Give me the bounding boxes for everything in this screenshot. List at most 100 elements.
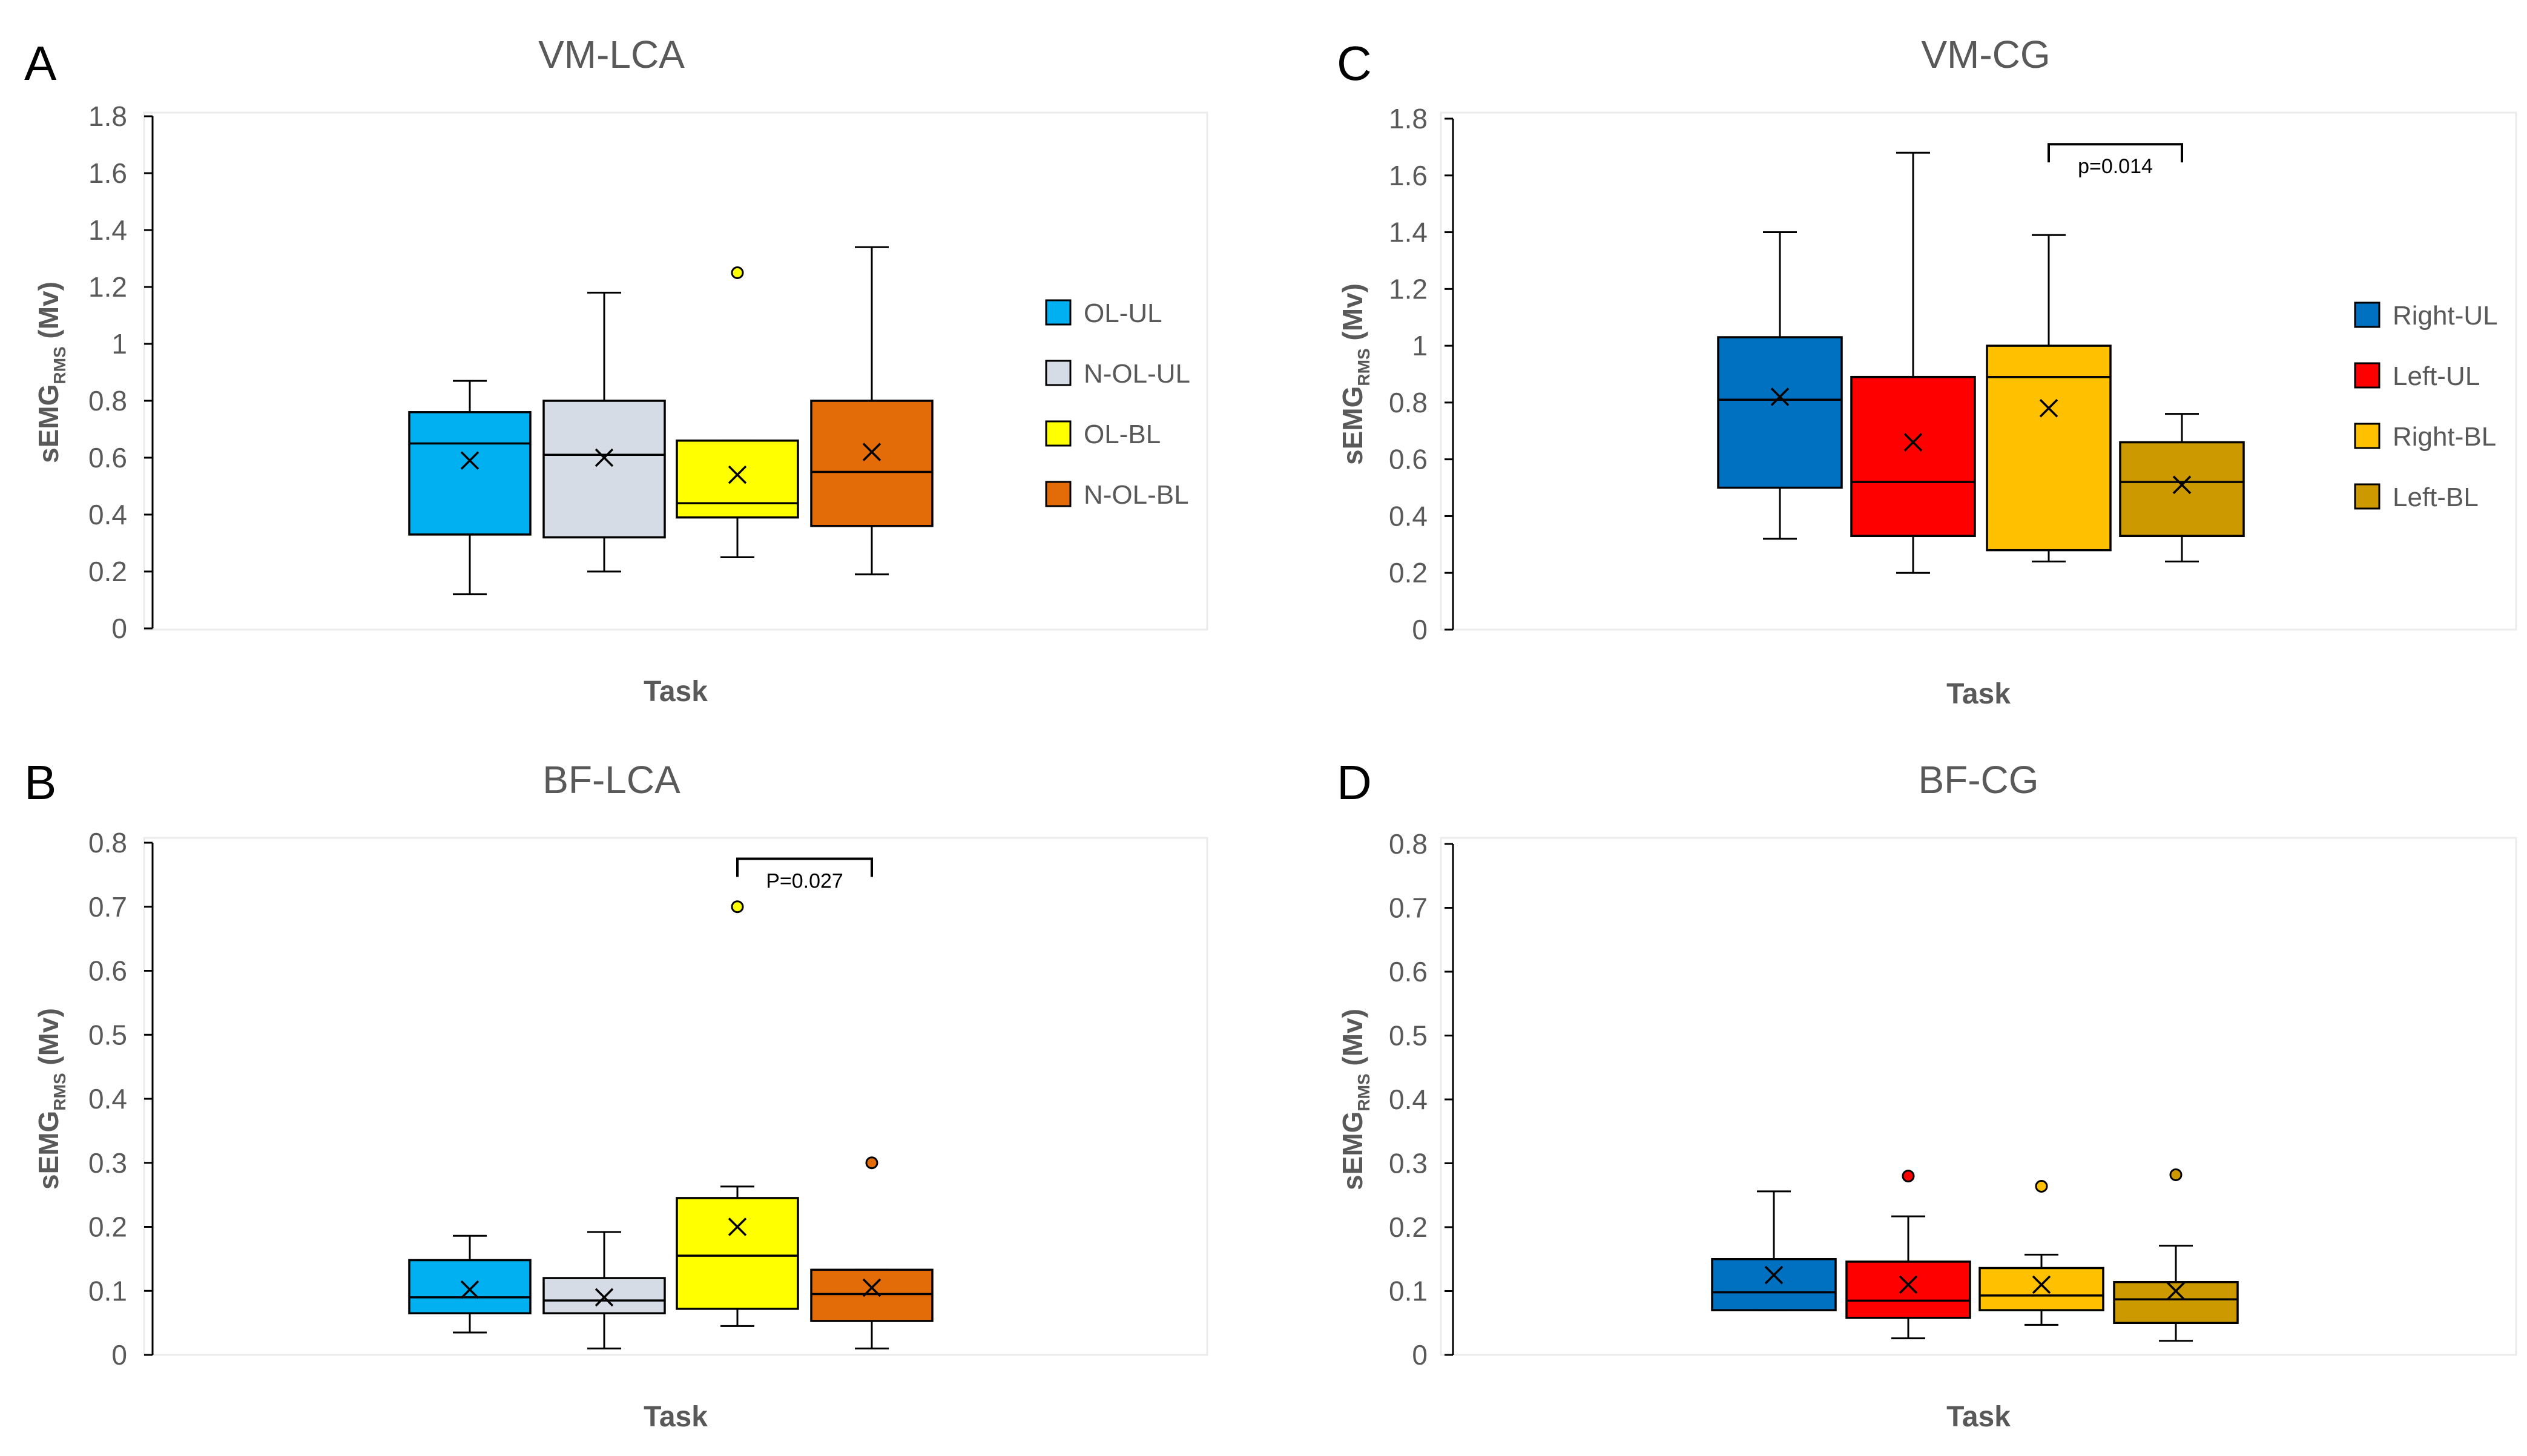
y-tick-label: 0.3 <box>88 1147 127 1179</box>
y-axis-title: sEMGRMS (Mv) <box>1337 283 1373 465</box>
panel-d: D BF-CG 0 0.1 0.2 0.3 0.4 0.5 0.6 0.7 0.8 sEMGRMS (… <box>1337 756 2517 1433</box>
y-tick-label: 0.7 <box>88 891 127 923</box>
y-axis-title-unit: (Mv) <box>1337 283 1368 348</box>
legend: OL-UL N-OL-UL OL-BL N-OL-BL <box>1045 298 1190 510</box>
chart-title: BF-CG <box>1918 758 2038 802</box>
box-right-ul <box>1711 1190 1837 1311</box>
y-tick-label: 0.6 <box>1389 956 1428 987</box>
legend-swatch <box>1045 299 1072 326</box>
panel-letter: B <box>24 756 56 809</box>
y-tick-label: 0.1 <box>88 1275 127 1306</box>
panel-b: B BF-LCA 0 0.1 0.2 0.3 0.4 0.5 0.6 0.7 0.8 sEMGRMS … <box>24 756 1208 1433</box>
y-tick-label: 0.4 <box>1389 1084 1428 1115</box>
mean-marker <box>2166 1282 2186 1300</box>
y-tick-label: 0 <box>111 613 127 644</box>
legend-label: OL-UL <box>1084 298 1162 328</box>
y-tick-label: 1.4 <box>88 214 127 246</box>
box-right-bl <box>1986 234 2112 562</box>
legend-swatch <box>2354 362 2380 389</box>
y-axis-title-unit: (Mv) <box>33 282 64 346</box>
box-body <box>1978 1267 2104 1311</box>
y-tick-label: 0.2 <box>88 556 127 587</box>
outlier-point <box>2035 1179 2048 1193</box>
box-body <box>1717 336 1843 489</box>
y-tick-label: 0.5 <box>88 1019 127 1050</box>
panel-a: A VM-LCA 0 0.2 0.4 0.6 0.8 1 1.2 1.4 1.6 1.8 sEMGRMS… <box>24 33 1208 708</box>
y-tick-label: 1 <box>111 328 127 360</box>
legend-label: Right-BL <box>2393 422 2496 452</box>
y-tick-label: 1.6 <box>88 157 127 189</box>
plot-frame <box>1440 111 2517 631</box>
y-tick-label: 0.4 <box>1389 500 1428 532</box>
y-tick-label: 0.8 <box>1389 828 1428 860</box>
x-axis-title: Task <box>1946 678 2011 710</box>
y-axis-title-sub: RMS <box>1354 348 1373 386</box>
legend-label: N-OL-UL <box>1084 359 1190 389</box>
y-axis-title-unit: (Mv) <box>33 1008 64 1073</box>
plot-frame <box>143 837 1208 1356</box>
mean-marker <box>595 1288 614 1307</box>
y-axis-title-sub: RMS <box>50 1073 69 1110</box>
outlier-point <box>1902 1170 1915 1183</box>
y-tick-label: 1.8 <box>1389 103 1428 134</box>
box-body <box>1986 344 2112 552</box>
box-left-bl <box>2113 1168 2239 1342</box>
y-axis-title-main: sEMG <box>1337 1112 1368 1190</box>
legend-swatch <box>2354 423 2380 449</box>
y-axis-title-sub: RMS <box>1354 1073 1373 1111</box>
box-left-bl <box>2119 413 2245 562</box>
mean-marker <box>2172 475 2192 495</box>
y-axis-title: sEMGRMS (Mv) <box>33 1008 69 1190</box>
y-tick-label: 0.6 <box>88 955 127 987</box>
legend-swatch <box>1045 360 1072 386</box>
plot-frame <box>1440 837 2517 1356</box>
panel-letter: A <box>24 36 57 90</box>
y-tick-label: 0.8 <box>88 385 127 417</box>
y-axis-title-main: sEMG <box>33 384 64 463</box>
y-tick-label: 0 <box>1412 1339 1428 1371</box>
legend-swatch <box>2354 483 2380 510</box>
outlier-point <box>865 1156 878 1170</box>
box-body <box>676 440 799 519</box>
panel-letter: C <box>1337 36 1372 90</box>
mean-marker <box>595 448 614 467</box>
x-axis-title: Task <box>644 1401 708 1433</box>
y-tick-label: 0.7 <box>1389 892 1428 924</box>
plot-frame <box>143 111 1208 631</box>
x-axis-title: Task <box>1946 1401 2011 1433</box>
y-tick-label: 0.1 <box>1389 1276 1428 1307</box>
y-tick-label: 1.8 <box>88 100 127 132</box>
mean-marker <box>728 465 747 484</box>
y-axis-title: sEMGRMS (Mv) <box>1337 1009 1373 1190</box>
y-tick-label: 1.2 <box>88 271 127 303</box>
box-ol-bl <box>676 266 799 558</box>
outlier-point <box>731 266 744 279</box>
box-body <box>2119 441 2245 538</box>
y-tick-label: 0.8 <box>1389 387 1428 418</box>
y-tick-label: 1.4 <box>1389 217 1428 248</box>
x-axis-title: Task <box>644 676 708 708</box>
significance-bracket <box>2048 143 2183 163</box>
mean-marker <box>1903 433 1923 452</box>
y-tick-label: 0.2 <box>88 1211 127 1243</box>
box-n-ol-ul <box>542 291 666 573</box>
y-tick-label: 0.8 <box>88 827 127 858</box>
mean-marker <box>862 1278 881 1297</box>
chart-title: VM-CG <box>1921 33 2050 76</box>
y-tick-label: 1.6 <box>1389 160 1428 191</box>
y-tick-label: 0.2 <box>1389 557 1428 588</box>
box-right-ul <box>1717 231 1843 540</box>
y-tick-label: 0.6 <box>88 442 127 473</box>
box-body <box>408 411 532 536</box>
mean-marker <box>862 443 881 461</box>
y-axis-title-main: sEMG <box>33 1111 64 1190</box>
box-body <box>1711 1258 1837 1311</box>
y-tick-label: 0.4 <box>88 499 127 530</box>
mean-marker <box>1899 1275 1918 1294</box>
outlier-point <box>2169 1168 2183 1181</box>
box-ol-bl <box>676 900 799 1327</box>
mean-marker <box>728 1217 747 1236</box>
legend-label: Left-UL <box>2393 361 2480 391</box>
box-ol-ul <box>408 380 532 596</box>
box-left-ul <box>1850 151 1976 574</box>
